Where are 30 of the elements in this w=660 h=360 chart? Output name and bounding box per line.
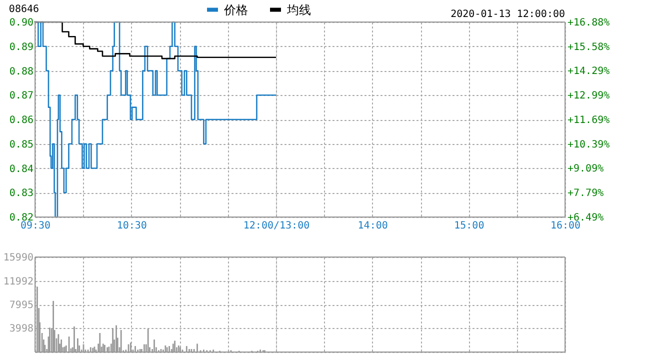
- y-tick-label: 0.87: [9, 90, 34, 102]
- text: +10.39%: [568, 139, 610, 150]
- y-tick-label: 0.88: [9, 66, 34, 78]
- chart-title: 08646: [8, 4, 40, 15]
- text: +12.99%: [568, 90, 610, 102]
- y-tick-label: 0.84: [9, 164, 34, 175]
- y-tick-label: 0.83: [9, 188, 34, 200]
- text: +15.58%: [568, 42, 610, 53]
- x-tick-label: 10:30: [116, 220, 147, 232]
- text: +7.79%: [568, 188, 604, 200]
- legend-label: 均线: [286, 2, 311, 17]
- text: 2020-01-13 12:00:00: [450, 9, 565, 20]
- text: +11.69%: [568, 114, 610, 126]
- x-tick-label: 12:00/13:00: [243, 220, 310, 232]
- text: +9.09%: [568, 164, 604, 175]
- y-tick-label: 0.89: [9, 42, 34, 53]
- y-tick-label: 7995: [9, 300, 34, 311]
- y-tick-label: 0.90: [9, 18, 34, 28]
- text: +16.88%: [568, 18, 610, 28]
- y-tick-label: 0.85: [9, 139, 34, 150]
- text: +14.29%: [568, 66, 610, 78]
- x-tick-label: 14:00: [358, 220, 388, 232]
- y-tick-label: 3998: [9, 324, 34, 335]
- x-tick-label: 15:00: [454, 220, 484, 232]
- y-tick-label: 11992: [3, 276, 34, 288]
- x-tick-label: 16:00: [550, 220, 581, 232]
- x-tick-label: 09:30: [20, 220, 51, 232]
- y-tick-label: 15990: [3, 252, 34, 264]
- y-tick-label: 0.86: [9, 115, 34, 126]
- legend-label: 价格: [223, 2, 248, 17]
